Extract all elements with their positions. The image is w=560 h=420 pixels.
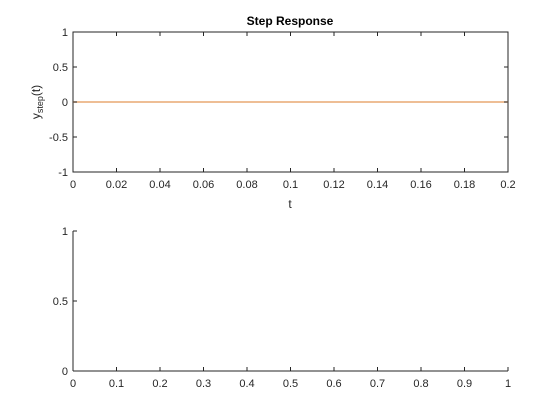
axes-frame-bottom <box>72 231 508 372</box>
x-tick-label: 0.12 <box>323 179 344 191</box>
x-tick-label: 0.2 <box>500 179 515 191</box>
x-tick-label: 0.02 <box>106 179 127 191</box>
chart-title: Step Response <box>247 14 334 28</box>
y-ticks-bottom: 00.51 <box>53 226 77 378</box>
x-tick-label: 0.08 <box>236 179 257 191</box>
x-ticks-top: 0 0.02 0.04 0.06 0.08 0.1 0.12 0.14 0.16 0.18 0.2 <box>70 32 516 191</box>
x-tick-label: 0.7 <box>370 378 385 390</box>
y-tick-label: 0.5 <box>53 296 68 308</box>
y-axis-label-tail: (t) <box>29 85 43 96</box>
x-tick-label: 0.1 <box>109 378 124 390</box>
x-tick-label: 0.14 <box>367 179 388 191</box>
x-tick-label: 0.8 <box>413 378 428 390</box>
x-tick-label: 0 <box>70 179 76 191</box>
y-tick-label: 0.5 <box>53 62 68 74</box>
y-tick-label: 1 <box>62 226 68 238</box>
x-tick-label: 0.4 <box>239 378 254 390</box>
x-ticks-bottom: 0 0.1 0.2 0.3 0.4 0.5 0.6 0.7 0.8 0.9 1 <box>70 367 511 390</box>
y-tick-label: 0 <box>62 366 68 378</box>
axes-empty: 0 0.1 0.2 0.3 0.4 0.5 0.6 0.7 0.8 0.9 1 00.51 <box>53 226 511 390</box>
x-tick-label: 0.5 <box>283 378 298 390</box>
x-tick-label: 0 <box>70 378 76 390</box>
x-tick-label: 0.1 <box>283 179 298 191</box>
x-tick-label: 0.3 <box>196 378 211 390</box>
y-tick-label: 0 <box>62 97 68 109</box>
y-tick-label: -0.5 <box>49 132 68 144</box>
axes-step-response: Step Response 0 0.02 0.04 0.06 0.08 0.1 0.12 0.… <box>29 14 516 211</box>
x-tick-label: 0.16 <box>410 179 431 191</box>
x-tick-label: 0.6 <box>326 378 341 390</box>
x-tick-label: 0.06 <box>193 179 214 191</box>
y-axis-label-subscript: step <box>35 96 45 113</box>
x-tick-label: 0.18 <box>454 179 475 191</box>
x-tick-label: 1 <box>505 378 511 390</box>
y-ticks-top: -1 -0.5 0 0.5 1 <box>49 27 508 179</box>
x-axis-label: t <box>288 197 292 211</box>
y-axis-label: ystep(t) <box>29 85 45 119</box>
y-tick-label: -1 <box>58 167 68 179</box>
x-tick-label: 0.04 <box>149 179 170 191</box>
y-axis-label-main: y <box>29 113 43 119</box>
y-tick-label: 1 <box>62 27 68 39</box>
x-tick-label: 0.9 <box>457 378 472 390</box>
x-tick-label: 0.2 <box>152 378 167 390</box>
